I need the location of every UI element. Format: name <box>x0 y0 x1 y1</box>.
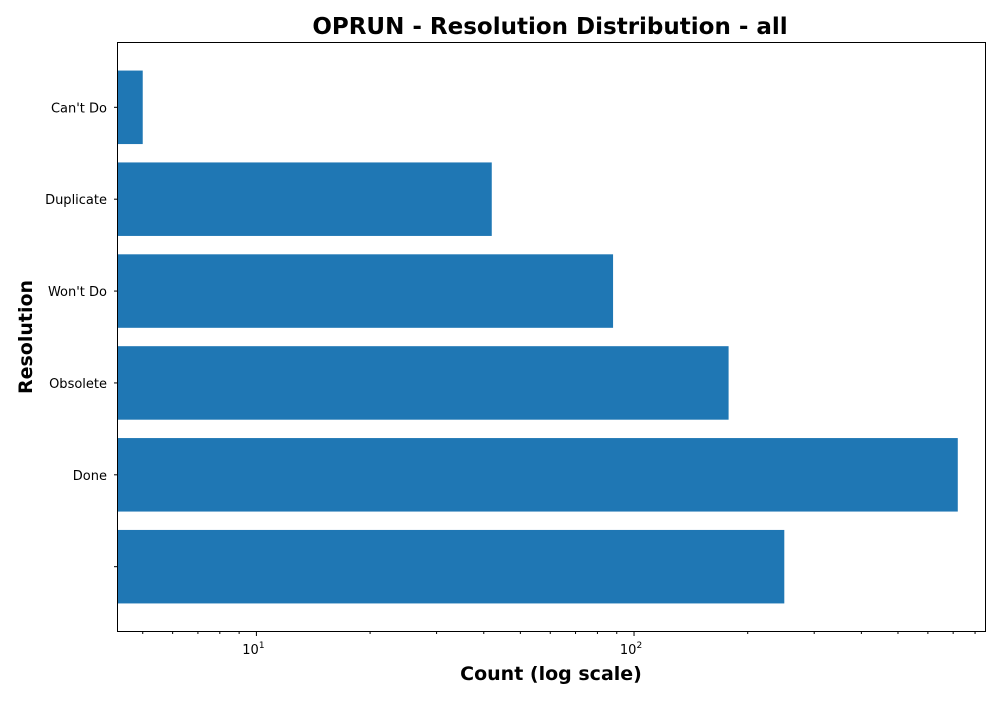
bar <box>118 438 958 512</box>
x-tick-label: 101 <box>242 641 264 658</box>
bar <box>118 254 614 328</box>
y-tick-label: Obsolete <box>49 377 107 392</box>
bar <box>118 346 729 420</box>
chart-title: OPRUN - Resolution Distribution - all <box>312 14 787 40</box>
y-tick-label: Done <box>73 469 107 484</box>
y-tick-label: Duplicate <box>45 193 107 208</box>
y-tick-label: Can't Do <box>51 101 107 116</box>
bar <box>118 70 143 145</box>
bar <box>118 529 785 604</box>
x-axis-title: Count (log scale) <box>460 663 642 685</box>
y-axis-title: Resolution <box>15 280 37 394</box>
ticks-layer: Done Obsolete Won't Do Duplicate Can't Do 101… <box>45 101 976 658</box>
y-tick-label: Won't Do <box>48 285 107 300</box>
plot-frame <box>117 42 986 632</box>
x-tick-label: 102 <box>620 641 642 658</box>
bars-layer <box>118 70 958 604</box>
bar <box>118 162 492 236</box>
